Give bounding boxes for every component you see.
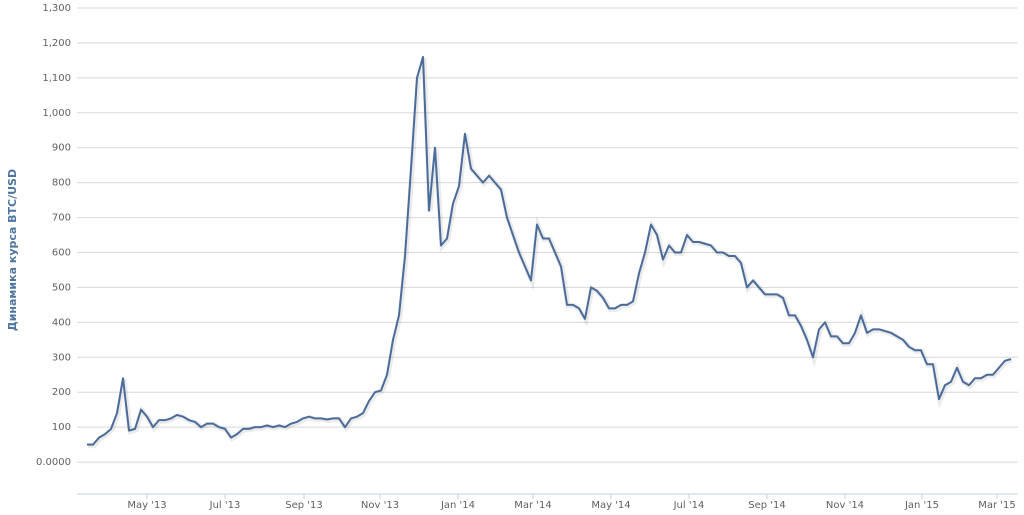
y-tick-label: 100 — [52, 422, 71, 433]
y-axis-label: Динамика курса BTC/USD — [6, 169, 19, 331]
y-tick-label: 1,100 — [42, 73, 71, 84]
x-tick-label: Jan '14 — [440, 500, 475, 511]
x-tick-label: Mar '14 — [514, 500, 552, 511]
price-line — [87, 55, 1012, 446]
x-tick-label: May '14 — [591, 500, 630, 511]
x-tick-label: Jul '14 — [673, 500, 705, 511]
y-tick-label: 200 — [52, 387, 71, 398]
y-tick-label: 1,000 — [42, 108, 71, 119]
x-tick-label: Sep '13 — [285, 500, 323, 511]
line-shadow — [88, 57, 1013, 449]
x-tick-label: Sep '14 — [748, 500, 786, 511]
y-tick-label: 800 — [52, 178, 71, 189]
x-tick-label: Nov '14 — [826, 500, 864, 511]
y-tick-label: 600 — [52, 248, 71, 259]
x-tick-label: Mar '15 — [978, 500, 1016, 511]
y-tick-label: 300 — [52, 352, 71, 363]
x-tick-label: Jul '13 — [209, 500, 241, 511]
y-tick-label: 400 — [52, 317, 71, 328]
y-tick-label: 1,300 — [42, 3, 71, 14]
y-tick-label: 500 — [52, 282, 71, 293]
y-tick-label: 900 — [52, 143, 71, 154]
x-tick-label: Nov '13 — [361, 500, 399, 511]
x-tick-label: May '13 — [127, 500, 166, 511]
x-tick-label: Jan '15 — [904, 500, 939, 511]
y-tick-label: 700 — [52, 213, 71, 224]
y-tick-label: 1,200 — [42, 38, 71, 49]
y-tick-label: 0.0000 — [36, 457, 71, 468]
